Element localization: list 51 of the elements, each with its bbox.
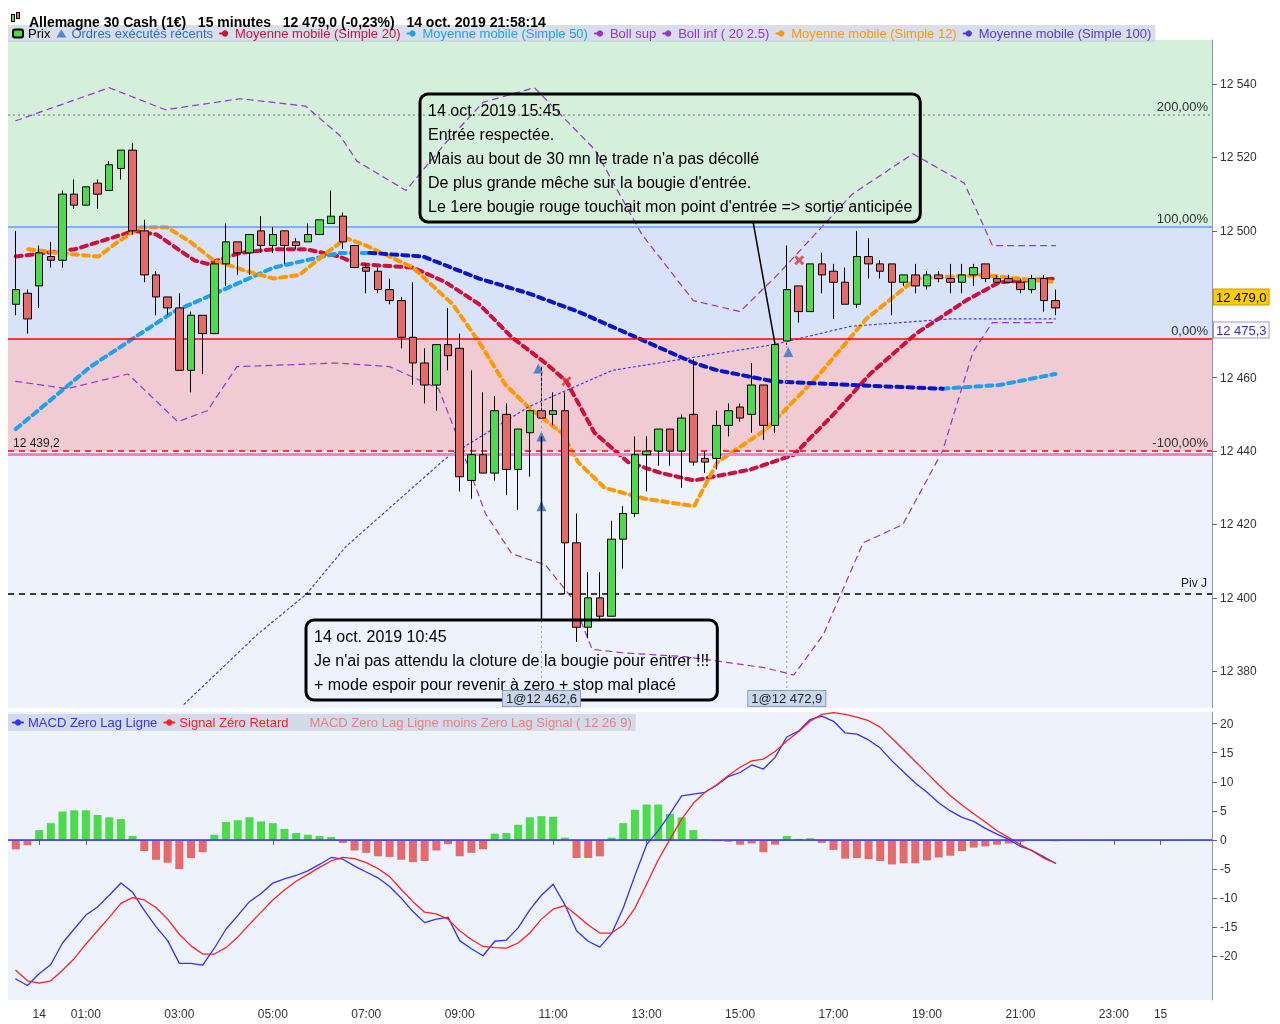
annotation: 1@12 462,6 <box>505 691 577 706</box>
annotation: 1@12 472,9 <box>751 691 823 706</box>
y-tick-label: 12 400 <box>1220 590 1258 605</box>
y-tick-label: 12 520 <box>1220 150 1258 165</box>
y-tick-label: 12 460 <box>1220 370 1258 385</box>
y-tick-label: 20 <box>1220 716 1234 731</box>
x-tick-label: 13:00 <box>631 1007 662 1021</box>
y-tick-label: 10 <box>1220 774 1234 789</box>
legend-label: Moyenne mobile (Simple 50) <box>422 26 588 41</box>
legend-label: Boll inf ( 20 2.5) <box>678 26 770 41</box>
x-tick-label: 14 <box>32 1007 47 1021</box>
x-tick-label: 15:00 <box>725 1007 756 1021</box>
x-tick-label: 23:00 <box>1098 1007 1130 1021</box>
x-tick-label: 05:00 <box>257 1007 289 1021</box>
text: MACD Zero Lag Ligne moins Zero Lag Signal ( 12 26 9) <box>309 715 632 730</box>
legend-label: MACD Zero Lag Ligne <box>28 715 158 730</box>
y-tick-label: -20 <box>1220 949 1238 964</box>
y-tick-label: -15 <box>1220 920 1238 935</box>
x-tick-label: 21:00 <box>1005 1007 1036 1021</box>
x-tick-label: 17:00 <box>818 1007 849 1021</box>
x-tick-label: 09:00 <box>444 1007 476 1021</box>
ref-line-label: Piv J <box>1180 576 1207 591</box>
y-tick-label: -10 <box>1220 891 1238 906</box>
x-tick-label: 19:00 <box>911 1007 943 1021</box>
y-tick-label: 12 500 <box>1220 223 1258 238</box>
legend-label: Prix <box>28 26 51 41</box>
y-tick-label: 12 540 <box>1220 77 1258 92</box>
text: 12 479,0 <box>1216 289 1267 305</box>
x-tick-label: 11:00 <box>538 1007 569 1021</box>
y-tick-label: 0 <box>1220 833 1227 847</box>
legend-label: Boll sup <box>609 26 657 41</box>
x-tick-label: 07:00 <box>351 1007 382 1021</box>
annotation: 0,00% <box>1171 323 1209 339</box>
annotation: -100,00% <box>1152 435 1209 451</box>
y-tick-label: 12 420 <box>1220 517 1258 532</box>
legend-label: Moyenne mobile (Simple 12) <box>791 26 957 41</box>
x-tick-label: 01:00 <box>70 1007 102 1021</box>
annotation: 200,00% <box>1156 99 1209 115</box>
x-tick-label: 03:00 <box>164 1007 195 1021</box>
y-tick-label: 5 <box>1220 803 1227 818</box>
y-tick-label: 12 380 <box>1220 664 1258 679</box>
y-tick-label: 15 <box>1220 745 1234 760</box>
ref-line-label: 12 439,2 <box>13 436 61 451</box>
y-tick-label: 12 440 <box>1220 444 1258 459</box>
x-tick-label: 15 <box>1153 1007 1168 1021</box>
legend-label: Signal Zéro Retard <box>179 715 289 730</box>
annotation: 100,00% <box>1156 211 1209 227</box>
legend-label: Moyenne mobile (Simple 100) <box>978 26 1152 41</box>
text: 12 475,3 <box>1216 322 1267 338</box>
y-tick-label: -5 <box>1220 862 1231 877</box>
annotation: 14 oct. 2019 15:45 Entrée respectée. Mais au bout de 30 mn le trade n'a pas décollé De plus grande mêche sur la bougie d'entrée. Le 1ere bougie rouge touchait mon point d'entrée => sortie anticipée <box>428 101 913 215</box>
